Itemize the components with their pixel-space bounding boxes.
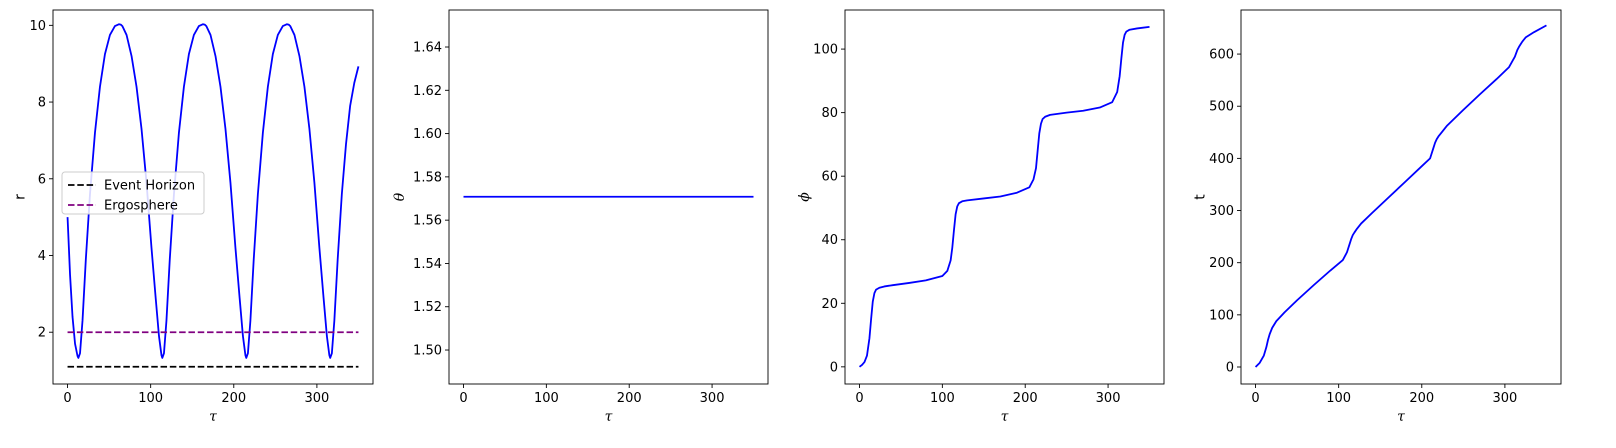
y-tick-label: 1.58	[413, 170, 442, 185]
x-axis-label: τ	[1001, 409, 1009, 425]
y-tick-label: 1.54	[413, 257, 442, 272]
y-tick-label: 60	[821, 170, 838, 185]
y-tick-label: 200	[1209, 256, 1234, 271]
y-axis-label: θ	[392, 192, 408, 201]
series-trajectory	[858, 25, 1150, 368]
series-trajectory	[66, 23, 360, 359]
plot-frame	[52, 9, 374, 385]
x-tick-label: 0	[855, 391, 863, 406]
x-tick-label: 200	[1409, 391, 1434, 406]
x-tick-label: 200	[1013, 391, 1038, 406]
legend: Event Horizon Ergosphere	[61, 171, 205, 215]
y-tick-label: 8	[38, 96, 46, 111]
y-tick-label: 300	[1209, 204, 1234, 219]
y-axis-label: r	[13, 194, 29, 200]
legend-box	[61, 171, 205, 215]
y-tick-label: 0	[1226, 360, 1234, 375]
plot-frame	[1240, 9, 1562, 385]
y-tick-label: 100	[1209, 308, 1234, 323]
subplot-2: 0 100 200 300 1.50 1.52 1.54 1.56 1.58 1.60 1.62 1.…	[392, 9, 769, 425]
subplot-4: 0 100 200 300 0 100 200 300 400 500 600 τ t	[1192, 9, 1562, 425]
x-tick-label: 0	[63, 391, 71, 406]
y-tick-label: 1.56	[413, 214, 442, 229]
y-tick-label: 40	[821, 233, 838, 248]
legend-label: Ergosphere	[104, 199, 178, 214]
subplot-1: 0 100 200 300 2 4 6 8 10 τ r Event Horizon Ergospher…	[13, 9, 374, 425]
x-tick-label: 200	[617, 391, 642, 406]
x-tick-label: 200	[221, 391, 246, 406]
y-axis-label: ϕ	[796, 192, 812, 202]
y-tick-label: 6	[38, 172, 46, 187]
y-tick-label: 20	[821, 297, 838, 312]
y-axis-label: t	[1192, 194, 1208, 200]
x-tick-label: 0	[1251, 391, 1259, 406]
y-tick-label: 600	[1209, 48, 1234, 63]
y-tick-label: 1.60	[413, 127, 442, 142]
x-tick-label: 300	[700, 391, 725, 406]
x-tick-label: 100	[930, 391, 955, 406]
y-tick-label: 10	[29, 19, 46, 34]
plot-frame	[844, 9, 1165, 385]
x-axis-label: τ	[209, 409, 217, 425]
y-tick-label: 100	[813, 43, 838, 58]
x-tick-label: 300	[304, 391, 329, 406]
x-axis-label: τ	[1397, 409, 1405, 425]
y-tick-label: 4	[38, 249, 46, 264]
y-tick-label: 80	[821, 106, 838, 121]
x-tick-label: 300	[1492, 391, 1517, 406]
series-trajectory	[1254, 24, 1547, 368]
x-tick-label: 100	[138, 391, 163, 406]
subplot-3: 0 100 200 300 0 20 40 60 80 100 τ ϕ	[796, 9, 1165, 425]
y-tick-label: 0	[830, 360, 838, 375]
legend-label: Event Horizon	[104, 179, 195, 194]
y-tick-label: 1.62	[413, 84, 442, 99]
y-tick-label: 500	[1209, 100, 1234, 115]
y-tick-label: 1.50	[413, 344, 442, 359]
x-tick-label: 100	[534, 391, 559, 406]
y-tick-label: 2	[38, 326, 46, 341]
y-tick-label: 1.64	[413, 41, 442, 56]
x-tick-label: 100	[1326, 391, 1351, 406]
x-tick-label: 300	[1096, 391, 1121, 406]
plot-frame	[448, 9, 769, 385]
x-axis-label: τ	[605, 409, 613, 425]
y-tick-label: 1.52	[413, 300, 442, 315]
x-tick-label: 0	[459, 391, 467, 406]
y-tick-label: 400	[1209, 152, 1234, 167]
